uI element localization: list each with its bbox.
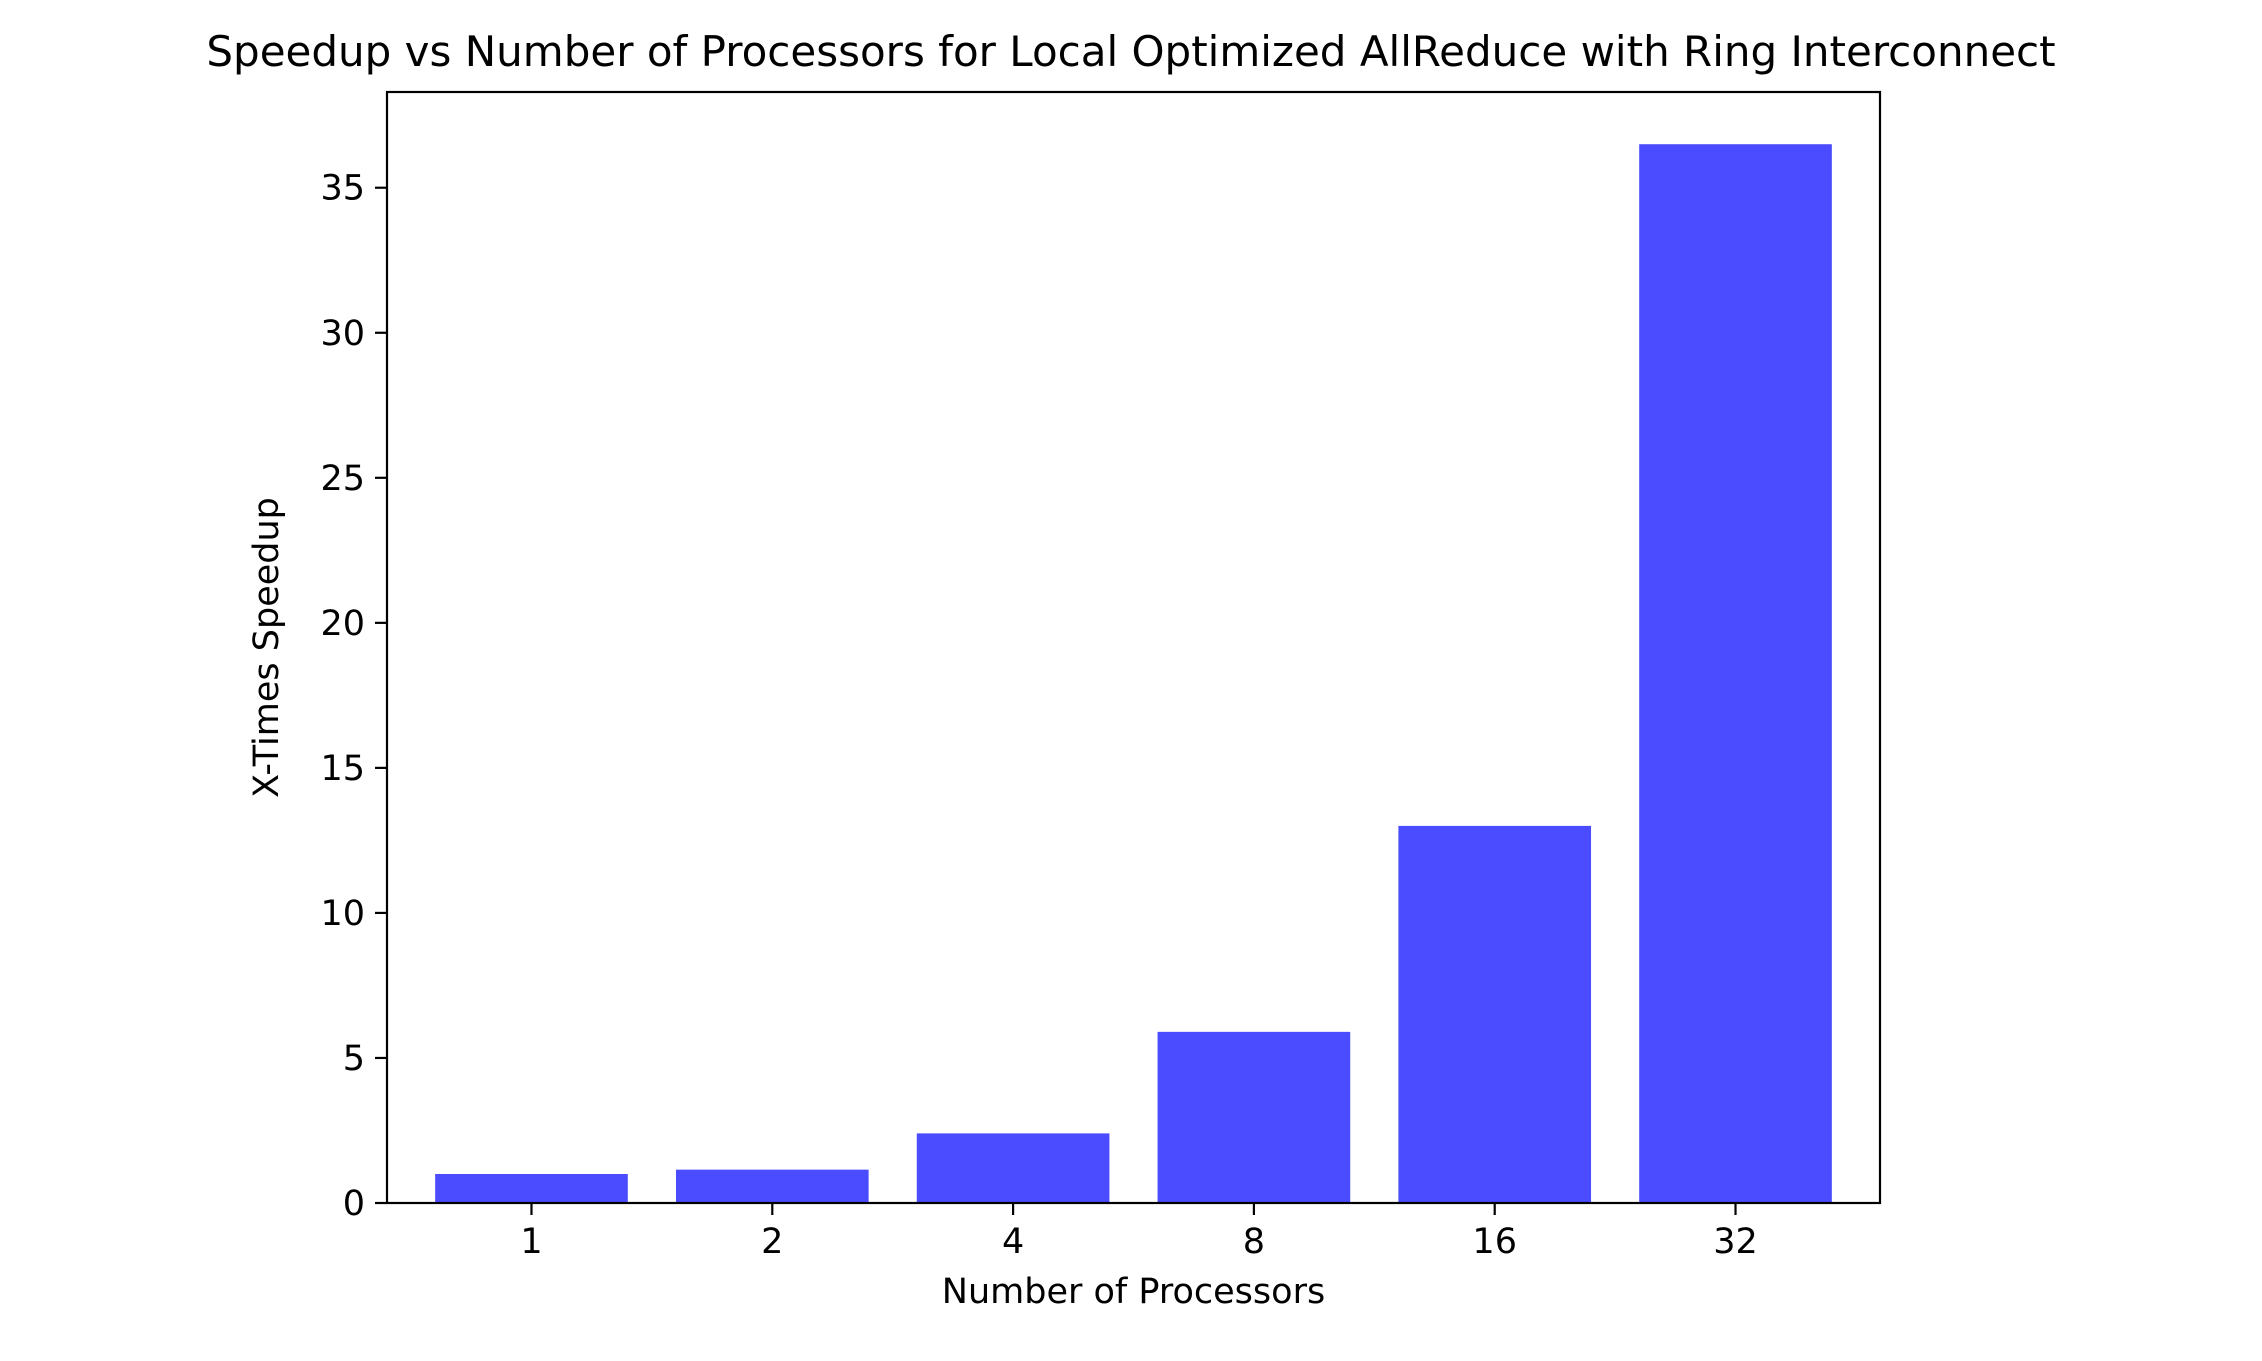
bar-4 xyxy=(916,1133,1110,1203)
y-axis-ticks: 0 5 10 15 20 25 30 35 xyxy=(320,169,387,1224)
bar-32 xyxy=(1639,144,1832,1203)
x-tick-label: 16 xyxy=(1472,1222,1517,1262)
y-tick-label: 10 xyxy=(320,894,365,934)
y-tick-label: 15 xyxy=(320,749,365,789)
bar-8 xyxy=(1157,1031,1351,1203)
bars-group xyxy=(435,144,1832,1203)
x-tick-label: 1 xyxy=(520,1222,542,1262)
x-tick-label: 8 xyxy=(1243,1222,1265,1262)
y-tick-label: 30 xyxy=(320,314,365,354)
bar-1 xyxy=(435,1173,628,1203)
x-tick-label: 4 xyxy=(1002,1222,1024,1262)
y-tick-label: 0 xyxy=(343,1184,365,1224)
bar-16 xyxy=(1398,825,1592,1203)
chart-title: Speedup vs Number of Processors for Loca… xyxy=(206,27,2055,76)
y-axis-label: X-Times Speedup xyxy=(247,497,287,798)
x-tick-label: 32 xyxy=(1713,1222,1758,1262)
y-tick-label: 35 xyxy=(320,169,365,209)
x-tick-label: 2 xyxy=(761,1222,783,1262)
x-axis-label: Number of Processors xyxy=(942,1272,1325,1312)
plot-area-frame xyxy=(385,90,1882,1205)
y-tick-label: 5 xyxy=(343,1039,365,1079)
x-axis-ticks: 1 2 4 8 16 32 xyxy=(520,1203,1758,1262)
bar-2 xyxy=(675,1169,869,1203)
y-tick-label: 20 xyxy=(320,604,365,644)
y-tick-label: 25 xyxy=(320,459,365,499)
